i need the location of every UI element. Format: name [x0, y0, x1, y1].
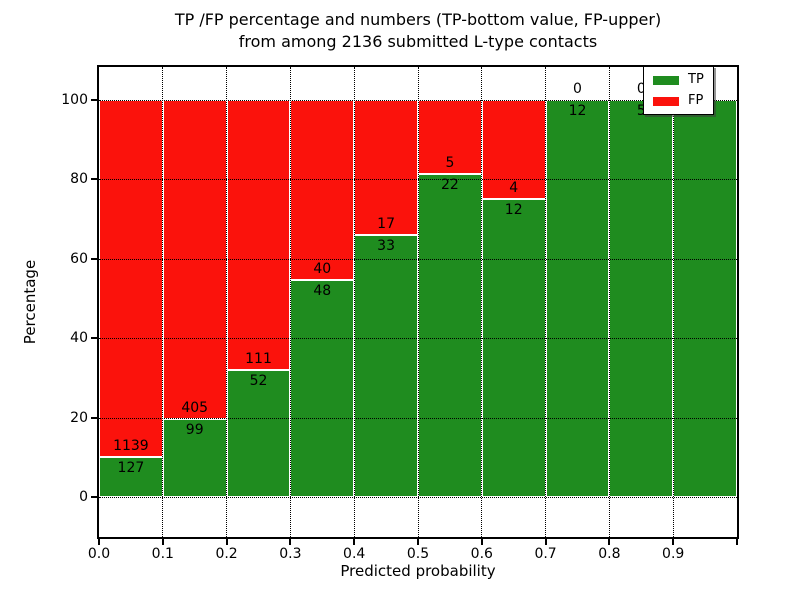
tp-count-label-4: 33 — [377, 237, 395, 254]
fp-count-label-1: 405 — [181, 400, 209, 417]
legend-item-fp: FP — [653, 94, 704, 108]
tp-count-label-7: 12 — [568, 103, 587, 119]
fp-count-label-7: 0 — [573, 81, 582, 97]
chart-title-line-2: from among 2136 submitted L-type contact… — [238, 32, 598, 51]
x-tickmark-4 — [353, 539, 356, 545]
y-tickmark-20 — [91, 416, 97, 419]
y-tickmark-40 — [91, 337, 97, 340]
bar-segment-tp-3 — [290, 280, 355, 497]
fp-count-label-6: 4 — [509, 180, 519, 197]
x-tickmark-10 — [736, 539, 738, 545]
legend-label-fp: FP — [688, 93, 704, 108]
legend: TP FP — [643, 66, 714, 115]
legend-swatch-fp-icon — [653, 96, 679, 106]
tp-count-label-2: 52 — [249, 373, 268, 390]
v-gridline-7 — [545, 67, 547, 537]
x-tick-label-0.2: 0.2 — [215, 546, 238, 562]
bar-segment-tp-4 — [354, 234, 418, 497]
x-tickmark-9 — [672, 539, 675, 545]
bar-segment-fp-0 — [99, 100, 163, 458]
tp-count-label-1: 99 — [185, 422, 204, 439]
x-axis-label: Predicted probability — [340, 562, 496, 580]
y-tick-label-20: 20 — [70, 409, 88, 426]
v-gridline-6 — [481, 67, 483, 537]
y-tickmark-80 — [91, 178, 97, 181]
bar-segment-tp-7 — [545, 100, 610, 497]
y-tick-label-100: 100 — [61, 92, 88, 108]
bar-segment-tp-5 — [418, 173, 482, 497]
x-tickmark-7 — [544, 539, 547, 545]
bar-segment-tp-9 — [673, 100, 737, 497]
tp-count-label-0: 127 — [117, 460, 145, 477]
y-tickmark-100 — [91, 99, 97, 101]
v-gridline-1 — [162, 67, 164, 537]
fp-count-label-3: 40 — [313, 261, 332, 278]
v-gridline-8 — [608, 67, 610, 537]
v-gridline-2 — [226, 67, 228, 537]
legend-label-tp: TP — [688, 72, 704, 87]
x-tick-label-0.9: 0.9 — [662, 546, 685, 562]
x-tickmark-1 — [161, 539, 164, 545]
x-tickmark-5 — [417, 539, 419, 545]
chart-title-line-1: TP /FP percentage and numbers (TP-bottom… — [174, 10, 662, 29]
legend-swatch-tp-icon — [653, 75, 679, 85]
bar-segment-tp-0 — [99, 457, 163, 497]
x-tick-label-0.4: 0.4 — [343, 546, 366, 562]
bar-segment-tp-6 — [481, 199, 546, 497]
tp-count-label-6: 12 — [504, 202, 523, 219]
x-tickmark-2 — [225, 539, 228, 545]
x-tick-label-0.6: 0.6 — [470, 546, 493, 562]
x-tick-label-0.5: 0.5 — [406, 546, 430, 562]
x-tickmark-3 — [289, 539, 292, 545]
tp-count-label-3: 48 — [313, 283, 332, 300]
tp-count-label-5: 22 — [440, 176, 459, 193]
fp-count-label-0: 1139 — [113, 438, 149, 455]
x-tick-label-0.1: 0.1 — [151, 546, 174, 562]
x-tick-label-0.8: 0.8 — [598, 546, 621, 562]
tp-count-label-8: 5 — [636, 103, 646, 119]
x-tick-label-0.0: 0.0 — [87, 546, 111, 562]
v-gridline-4 — [353, 67, 355, 537]
legend-item-tp: TP — [653, 73, 704, 87]
y-tick-label-80: 80 — [70, 171, 88, 188]
fp-count-label-4: 17 — [377, 215, 395, 232]
x-tick-label-0.7: 0.7 — [534, 546, 557, 562]
y-axis-label: Percentage — [21, 259, 39, 345]
plot-area: 11391274059911152404817335224120120505 — [97, 65, 739, 539]
y-tickmark-60 — [91, 257, 97, 260]
x-tickmark-6 — [480, 539, 483, 545]
bar-segment-tp-1 — [162, 419, 227, 497]
y-tickmark-0 — [91, 496, 97, 498]
y-tick-label-0: 0 — [79, 489, 88, 505]
bar-segment-fp-2 — [226, 100, 291, 371]
bar-segment-fp-3 — [290, 100, 355, 281]
x-tickmark-0 — [98, 539, 100, 545]
x-tick-label-0.3: 0.3 — [279, 546, 302, 562]
fp-count-label-5: 5 — [445, 154, 455, 171]
y-tick-label-60: 60 — [70, 250, 88, 267]
fp-count-label-2: 111 — [245, 351, 272, 368]
x-tickmark-8 — [608, 539, 611, 545]
v-gridline-5 — [417, 67, 419, 537]
fp-count-label-8: 0 — [636, 81, 646, 97]
v-gridline-3 — [289, 67, 291, 537]
v-gridline-9 — [672, 67, 674, 537]
bar-segment-tp-8 — [609, 100, 674, 497]
y-tick-label-40: 40 — [70, 330, 88, 347]
